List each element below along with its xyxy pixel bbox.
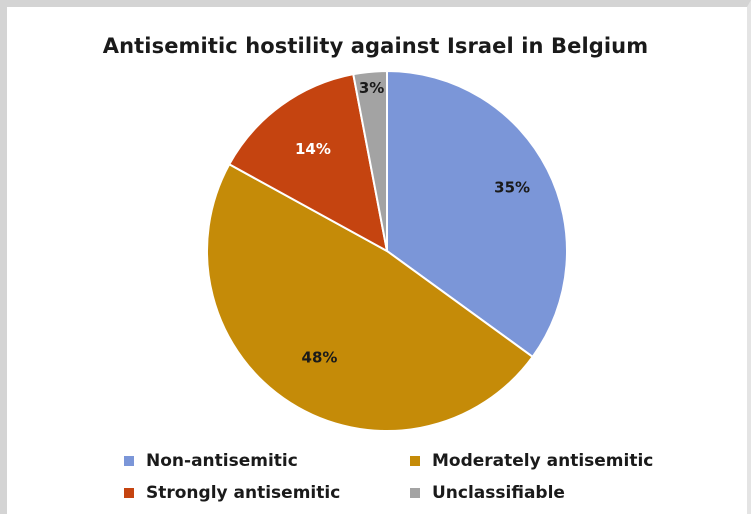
- data-label-moderately-antisemitic: 48%: [302, 348, 338, 366]
- data-label-unclassifiable: 3%: [359, 79, 384, 97]
- pie-slice-moderately-antisemitic: [206, 162, 535, 432]
- legend-swatch-moderately-antisemitic: [410, 456, 420, 466]
- pie-slice-strongly-antisemitic: [227, 73, 389, 253]
- chart-title: Antisemitic hostility against Israel in …: [102, 34, 649, 58]
- legend-label-strongly-antisemitic: Strongly antisemitic: [146, 483, 341, 503]
- legend-item-non-antisemitic: Non-antisemitic: [124, 451, 298, 471]
- legend-item-strongly-antisemitic: Strongly antisemitic: [124, 483, 340, 503]
- legend-swatch-strongly-antisemitic: [124, 488, 134, 498]
- legend-item-unclassifiable: Unclassifiable: [410, 483, 565, 503]
- legend-swatch-unclassifiable: [410, 488, 420, 498]
- legend-swatch-non-antisemitic: [124, 456, 134, 466]
- legend-label-unclassifiable: Unclassifiable: [432, 483, 565, 503]
- pie-slice-unclassifiable: [352, 69, 388, 252]
- data-label-strongly-antisemitic: 14%: [295, 140, 331, 158]
- legend-label-non-antisemitic: Non-antisemitic: [146, 451, 298, 471]
- data-label-non-antisemitic: 35%: [494, 178, 530, 196]
- legend-label-moderately-antisemitic: Moderately antisemitic: [432, 451, 654, 471]
- legend-item-moderately-antisemitic: Moderately antisemitic: [410, 451, 653, 471]
- pie-slice-non-antisemitic: [386, 69, 568, 359]
